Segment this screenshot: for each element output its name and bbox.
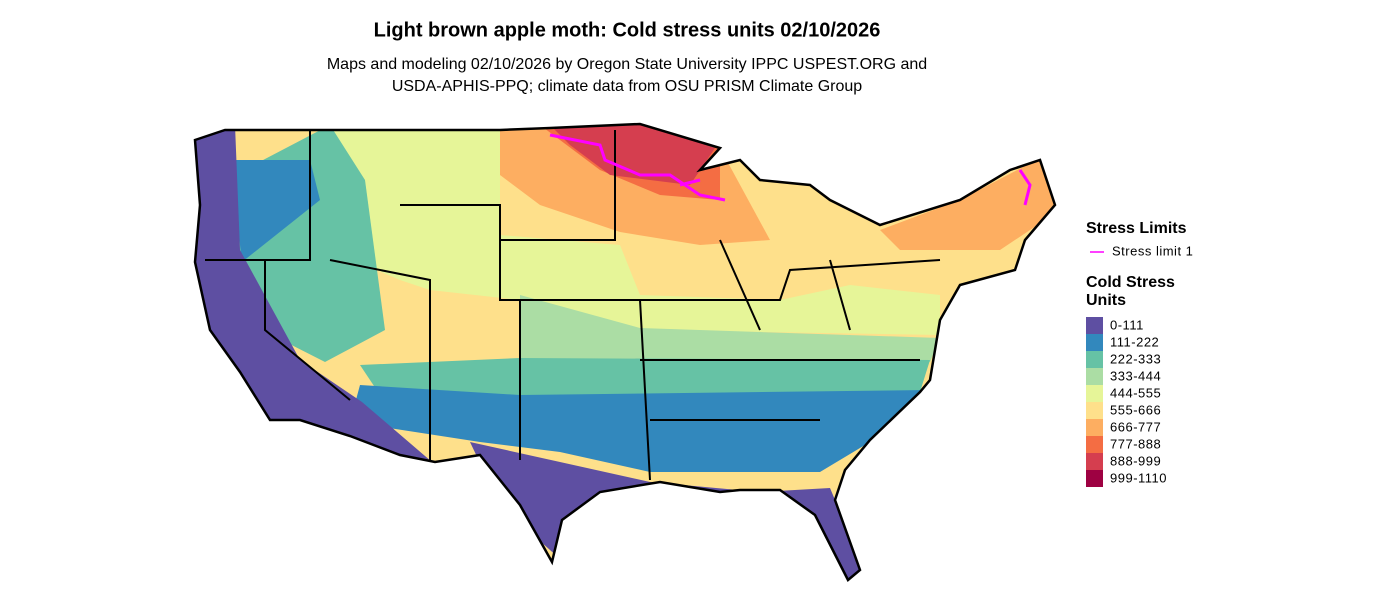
legend-swatch xyxy=(1086,334,1103,351)
legend-label: 555-666 xyxy=(1110,402,1161,417)
legend-title: Stress Limits xyxy=(1086,220,1187,237)
legend-label: 888-999 xyxy=(1110,453,1161,468)
legend-swatch xyxy=(1086,351,1103,368)
zone xyxy=(330,125,940,335)
legend-swatch xyxy=(1086,470,1103,487)
zone xyxy=(350,385,930,472)
legend-swatch xyxy=(1086,436,1103,453)
zone xyxy=(520,295,940,362)
map-title: Light brown apple moth: Cold stress unit… xyxy=(374,19,881,41)
us-outline xyxy=(193,122,1057,582)
legend-swatch xyxy=(1086,419,1103,436)
legend-title: Units xyxy=(1086,292,1126,309)
state-lines xyxy=(205,130,941,481)
legend-label: 999-1110 xyxy=(1110,470,1167,485)
legend-label: 111-222 xyxy=(1110,334,1159,349)
zone xyxy=(880,158,1055,250)
legend-swatch xyxy=(1086,368,1103,385)
legend-label: Stress limit 1 xyxy=(1112,243,1193,258)
legend-label: 777-888 xyxy=(1110,436,1161,451)
legend-label: 0-111 xyxy=(1110,317,1144,332)
legend-title: Cold Stress xyxy=(1086,274,1175,291)
subtitle: USDA-APHIS-PPQ; climate data from OSU PR… xyxy=(392,78,862,95)
stress-limit-line xyxy=(549,133,1032,206)
subtitle: Maps and modeling 02/10/2026 by Oregon S… xyxy=(327,56,927,73)
legend-label: 222-333 xyxy=(1110,351,1161,366)
legend-label: 666-777 xyxy=(1110,419,1161,434)
legend-label: 333-444 xyxy=(1110,368,1161,383)
legend-swatch xyxy=(1086,317,1103,334)
legend-swatch xyxy=(1086,402,1103,419)
zone xyxy=(550,124,715,185)
legend-label: 444-555 xyxy=(1110,385,1161,400)
map xyxy=(195,124,1055,580)
zone xyxy=(230,160,320,262)
legend-swatch xyxy=(1086,453,1103,470)
legend-swatch xyxy=(1086,385,1103,402)
